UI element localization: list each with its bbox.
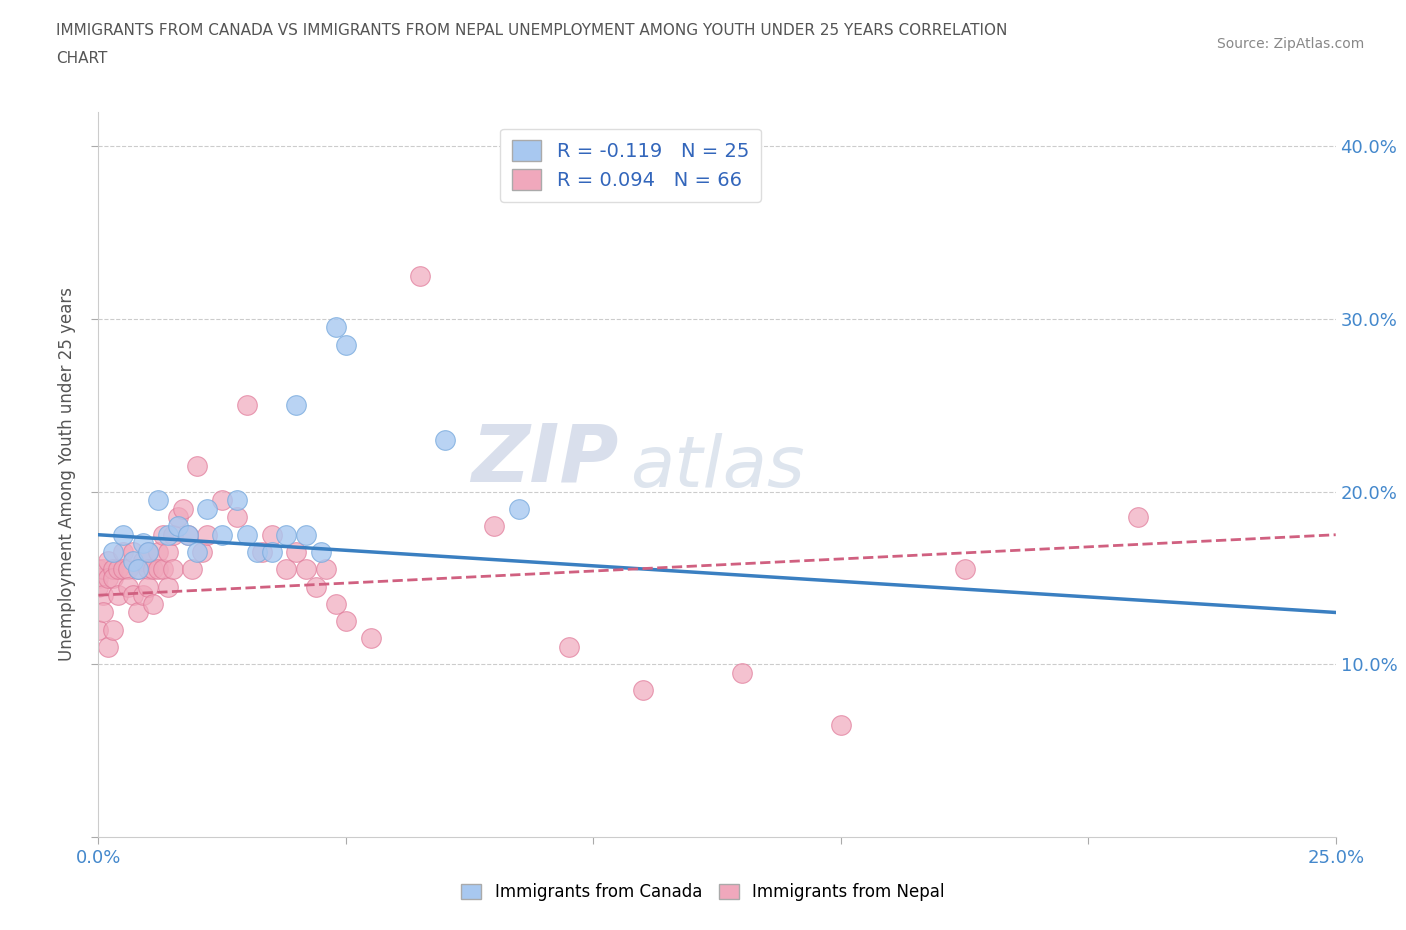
Point (132, 553, 155, 568)
Point (93, 588, 115, 603)
Point (236, 398, 259, 413)
Point (557, 640, 579, 655)
Point (132, 536, 155, 551)
Text: CHART: CHART (56, 51, 108, 66)
Point (127, 562, 149, 577)
Point (508, 501, 530, 516)
Point (305, 579, 328, 594)
Point (176, 527, 198, 542)
Point (276, 562, 298, 577)
Point (93, 562, 115, 577)
Point (97, 553, 120, 568)
Point (103, 570, 125, 585)
Point (156, 527, 179, 542)
Point (226, 510, 249, 525)
Point (433, 432, 456, 447)
Point (112, 545, 135, 560)
Point (156, 579, 179, 594)
Point (97, 640, 120, 655)
Point (146, 493, 169, 508)
Point (176, 527, 198, 542)
Point (87, 570, 110, 585)
Point (191, 545, 214, 560)
Point (146, 562, 169, 577)
Point (195, 527, 218, 542)
Point (146, 545, 169, 560)
Point (211, 527, 233, 542)
Y-axis label: Unemployment Among Youth under 25 years: Unemployment Among Youth under 25 years (58, 287, 76, 661)
Point (87, 579, 110, 594)
Point (409, 268, 432, 283)
Legend: R = -0.119   N = 25, R = 0.094   N = 66: R = -0.119 N = 25, R = 0.094 N = 66 (501, 128, 761, 202)
Point (260, 545, 283, 560)
Point (117, 579, 139, 594)
Point (830, 717, 852, 732)
Point (315, 562, 337, 577)
Point (103, 622, 125, 637)
Point (250, 545, 273, 560)
Point (276, 527, 298, 542)
Point (181, 562, 204, 577)
Point (295, 527, 318, 542)
Point (103, 545, 125, 560)
Point (122, 545, 145, 560)
Point (195, 501, 218, 516)
Point (117, 562, 139, 577)
Point (127, 605, 149, 620)
Point (211, 493, 233, 508)
Point (112, 562, 135, 577)
Point (122, 588, 145, 603)
Point (309, 545, 332, 560)
Text: atlas: atlas (630, 432, 806, 501)
Text: IMMIGRANTS FROM CANADA VS IMMIGRANTS FROM NEPAL UNEMPLOYMENT AMONG YOUTH UNDER 2: IMMIGRANTS FROM CANADA VS IMMIGRANTS FRO… (56, 23, 1008, 38)
Point (953, 562, 976, 577)
Point (484, 519, 506, 534)
Text: ZIP: ZIP (471, 420, 619, 498)
Legend: Immigrants from Canada, Immigrants from Nepal: Immigrants from Canada, Immigrants from … (454, 876, 952, 908)
Point (166, 510, 188, 525)
Point (186, 545, 208, 560)
Point (166, 519, 188, 534)
Point (335, 338, 357, 352)
Point (87, 562, 110, 577)
Point (335, 614, 357, 629)
Point (295, 562, 318, 577)
Point (136, 562, 159, 577)
Point (360, 631, 382, 645)
Point (731, 666, 754, 681)
Point (172, 501, 194, 516)
Point (246, 545, 269, 560)
Point (93, 605, 115, 620)
Point (1126, 510, 1149, 525)
Point (285, 398, 308, 413)
Point (162, 527, 184, 542)
Point (285, 545, 308, 560)
Point (136, 545, 159, 560)
Text: Source: ZipAtlas.com: Source: ZipAtlas.com (1216, 37, 1364, 51)
Point (136, 545, 159, 560)
Point (226, 493, 249, 508)
Point (142, 562, 165, 577)
Point (122, 553, 145, 568)
Point (136, 579, 159, 594)
Point (107, 562, 129, 577)
Point (112, 527, 135, 542)
Point (132, 588, 155, 603)
Point (107, 588, 129, 603)
Point (631, 683, 654, 698)
Point (127, 562, 149, 577)
Point (186, 458, 208, 473)
Point (260, 527, 283, 542)
Point (162, 562, 184, 577)
Point (152, 527, 174, 542)
Point (142, 596, 165, 611)
Point (325, 596, 347, 611)
Point (236, 527, 259, 542)
Point (156, 545, 179, 560)
Point (87, 622, 110, 637)
Point (103, 562, 125, 577)
Point (97, 570, 120, 585)
Point (152, 562, 174, 577)
Point (325, 320, 347, 335)
